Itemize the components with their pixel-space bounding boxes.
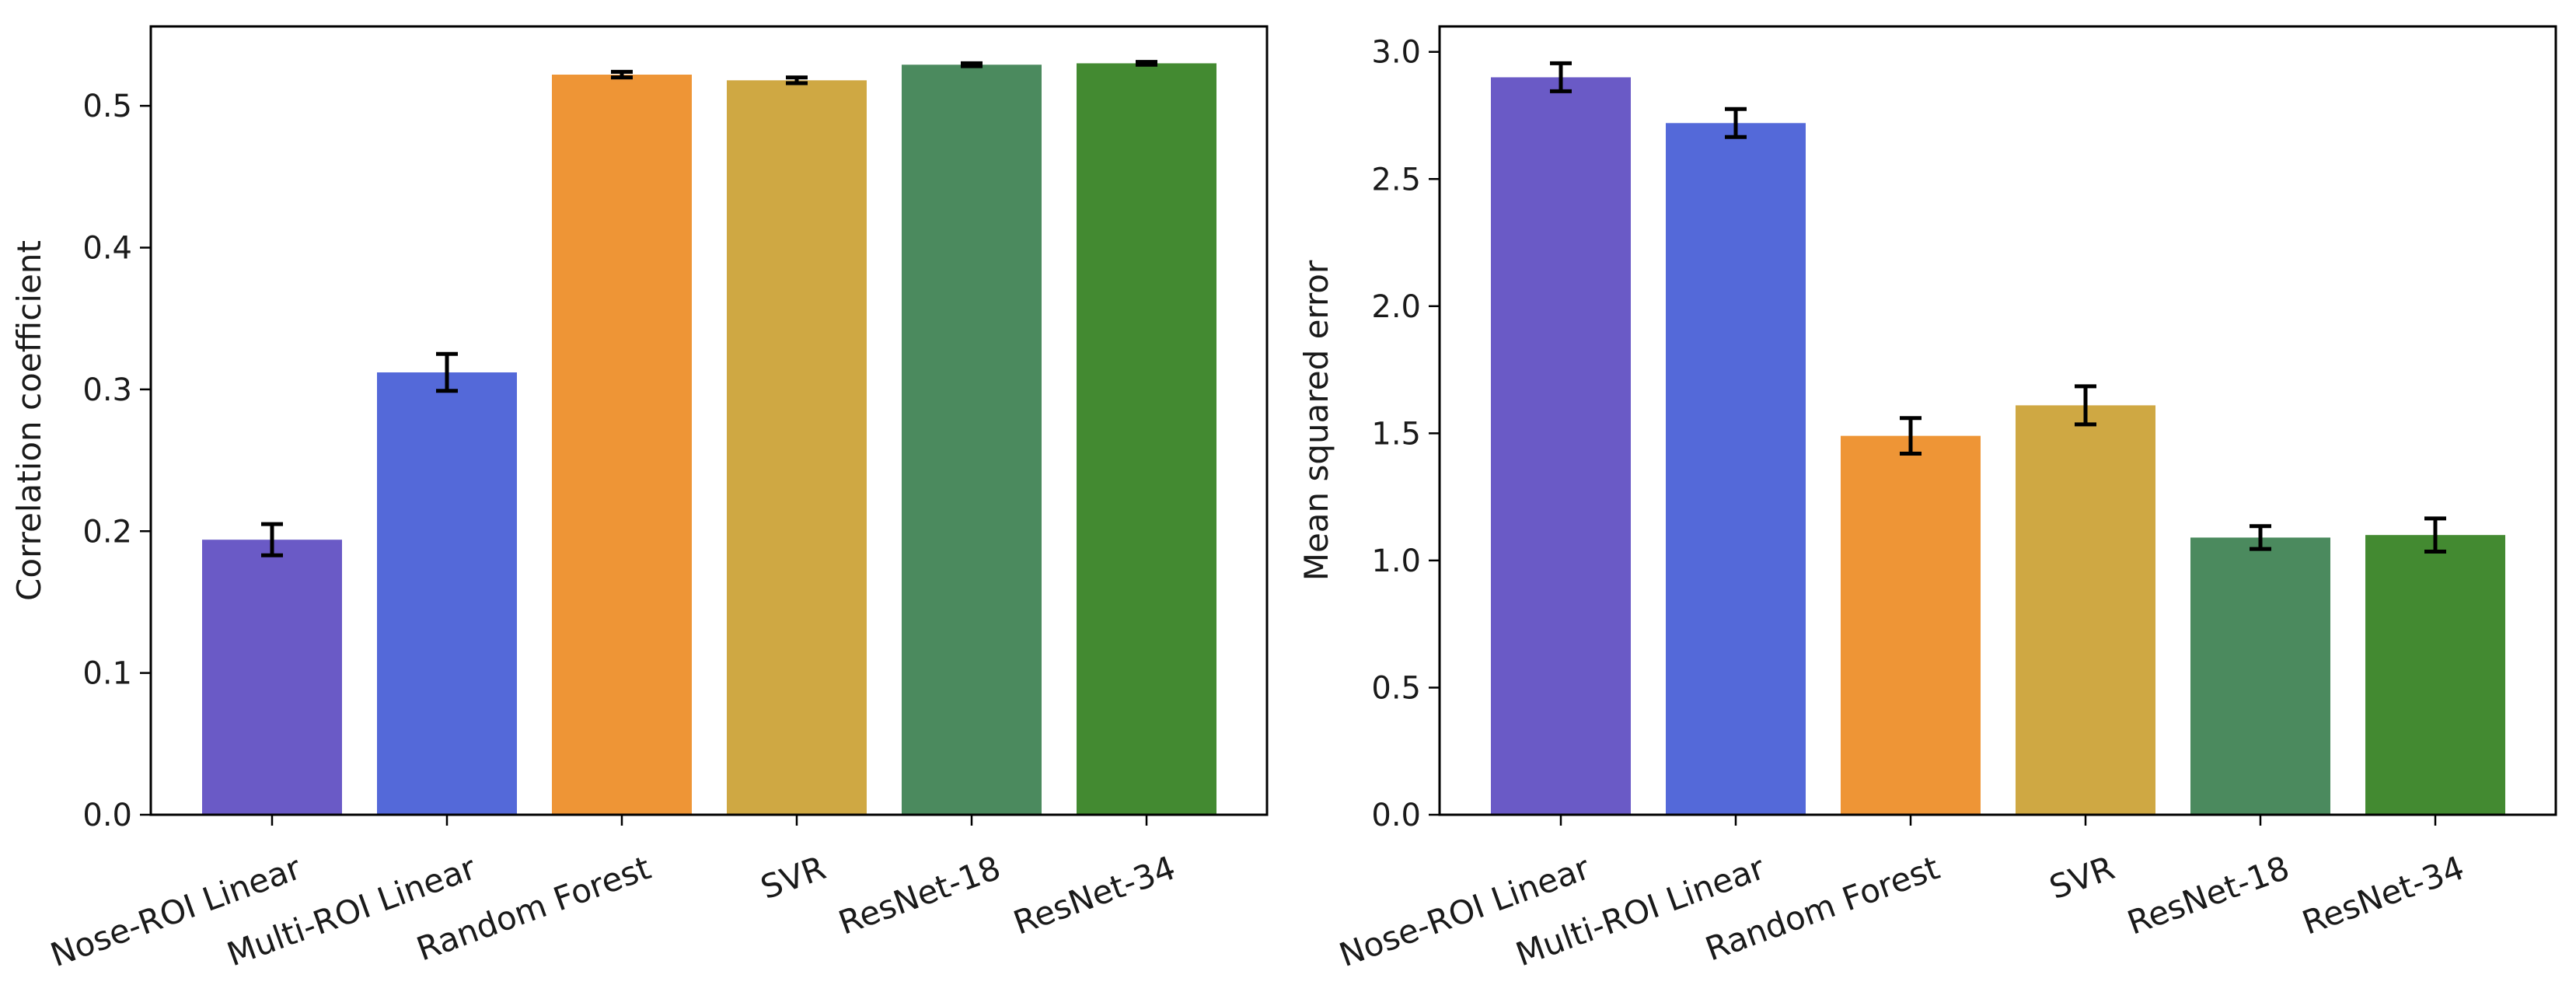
y-axis-label: Correlation coefficient (10, 240, 48, 601)
error-bar (1725, 107, 1747, 139)
bar (2016, 405, 2155, 815)
y-tick-label: 3.0 (1371, 35, 1421, 71)
bar (552, 75, 692, 815)
y-tick-label: 0.0 (82, 798, 132, 833)
error-bar (2075, 384, 2096, 427)
error-bar (611, 69, 633, 80)
y-tick-label: 1.0 (1371, 543, 1421, 579)
error-bar (786, 75, 808, 86)
bar (377, 372, 517, 815)
x-tick-label: ResNet-34 (2297, 848, 2469, 941)
bar (902, 65, 1042, 815)
error-bar (961, 61, 983, 68)
x-tick-label: ResNet-18 (833, 848, 1005, 941)
y-axis-label: Mean squared error (1297, 260, 1335, 581)
y-tick-label: 1.5 (1371, 416, 1421, 452)
y-tick-label: 0.3 (82, 372, 132, 408)
y-tick-label: 0.5 (82, 89, 132, 124)
bar (1841, 435, 1981, 815)
error-bar (1900, 416, 1922, 456)
y-tick-label: 2.5 (1371, 162, 1421, 197)
error-bar (1550, 61, 1572, 93)
error-bar (1136, 60, 1157, 67)
bar (1491, 77, 1631, 815)
bar (727, 80, 867, 816)
x-tick-label: ResNet-34 (1008, 848, 1180, 941)
y-tick-label: 0.0 (1371, 798, 1421, 833)
y-tick-label: 0.5 (1371, 670, 1421, 706)
bar (1666, 123, 1806, 816)
bar (1077, 63, 1216, 816)
x-tick-label: SVR (2044, 848, 2119, 906)
plot-frame (149, 25, 1269, 816)
x-tick-label: ResNet-18 (2122, 848, 2294, 941)
bar (2365, 535, 2505, 815)
y-tick-label: 0.4 (82, 231, 132, 267)
error-bar (436, 351, 458, 393)
y-tick-label: 2.0 (1371, 289, 1421, 325)
x-tick-label: SVR (756, 848, 830, 906)
bar (202, 540, 342, 815)
y-tick-label: 0.2 (82, 514, 132, 550)
plot-frame (1438, 25, 2557, 816)
error-bar (2424, 516, 2446, 554)
error-bar (2250, 524, 2271, 551)
y-tick-label: 0.1 (82, 656, 132, 692)
error-bar (261, 522, 283, 557)
bar (2190, 537, 2330, 815)
